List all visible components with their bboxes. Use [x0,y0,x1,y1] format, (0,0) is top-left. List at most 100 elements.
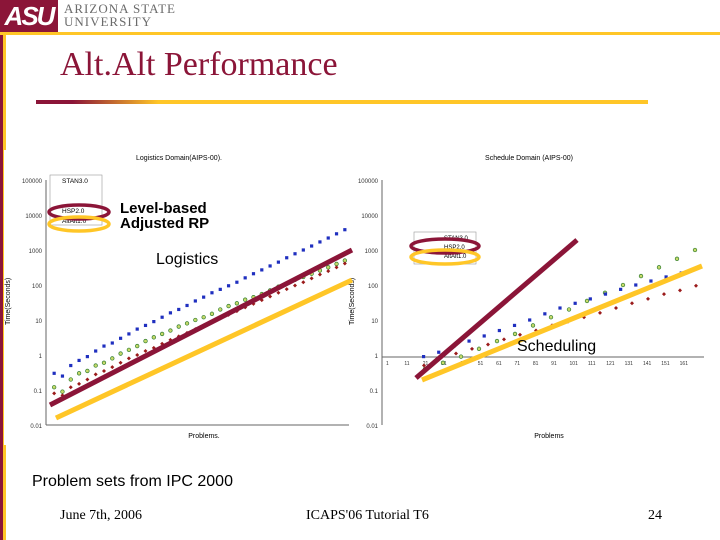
annotation-logistics: Logistics [156,251,218,268]
data-point-altalt10 [284,287,289,292]
data-point-altalt10 [309,276,314,281]
problem-sets-caption: Problem sets from IPC 2000 [32,473,233,490]
data-point-hsp20 [218,287,222,291]
data-point-altalt10 [77,381,82,386]
logistics-y-tick: 1000 [29,249,43,255]
footer-event: ICAPS'06 Tutorial T6 [306,508,429,523]
data-point-altalt10 [422,363,426,368]
data-point-altalt10 [614,306,618,311]
legend-label: HSP2.0 [444,245,465,251]
data-point-hsp20 [310,244,314,248]
data-point-altalt10 [135,353,140,357]
data-point-hsp20 [127,332,131,336]
data-point-hsp20 [110,341,114,345]
schedule-x-tick: 161 [680,361,689,367]
schedule-x-tick: 91 [551,361,557,367]
slide-number: 24 [648,508,662,523]
data-point-hsp20 [235,280,239,284]
legend-label: STAN3.0 [62,178,88,185]
legend-label: AltAlt1.0 [444,254,467,260]
data-point-hsp20 [497,328,501,333]
annotation-level-based: Level-based [120,200,207,217]
data-point-hsp20 [69,363,73,368]
data-point-stan30 [548,315,554,320]
schedule-x-tick: 131 [625,361,634,367]
slide-title: Alt.Alt Performance [60,46,338,83]
legend-label: AltAlt1.0 [62,218,87,225]
data-point-hsp20 [437,350,441,354]
schedule-x-tick: 21 [423,361,429,367]
schedule-y-label: Time(Seconds) [349,278,356,325]
logistics-legend: STAN3.0 HSP2.0 AltAlt1.0 [47,174,111,233]
data-point-hsp20 [52,371,56,375]
data-point-hsp20 [293,252,297,256]
schedule-x-tick: 151 [661,361,670,367]
data-point-altalt10 [518,332,522,337]
left-accent-stripe [0,35,7,540]
annotation-scheduling: Scheduling [517,338,596,355]
schedule-x-tick: 111 [588,361,596,367]
data-point-hsp20 [118,336,123,340]
data-point-altalt10 [143,349,148,354]
data-point-altalt10 [486,342,490,347]
asu-logo-text: ASU [4,0,56,31]
data-point-hsp20 [102,344,106,348]
data-point-stan30 [620,282,626,288]
logistics-y-tick: 100000 [22,179,43,185]
data-point-hsp20 [143,323,148,328]
schedule-legend: STAN3.0 HSP2.0 AltAlt1.0 [409,231,481,266]
data-point-hsp20 [318,240,322,244]
schedule-y-tick: 1 [375,354,379,360]
footer-date: June 7th, 2006 [60,508,143,523]
schedule-x-label: Problems [534,433,564,440]
data-point-hsp20 [260,268,264,272]
data-point-stan30 [674,256,680,261]
data-point-hsp20 [664,275,668,279]
data-point-altalt10 [68,385,73,390]
data-point-altalt10 [470,346,474,351]
data-point-stan30 [458,354,464,359]
data-point-altalt10 [317,272,322,277]
header-bar: ASU Arizona State University [0,0,720,32]
data-point-stan30 [638,273,644,279]
hsp-legend-highlight [409,237,481,255]
schedule-x-tick: 141 [643,361,652,367]
data-point-altalt10 [268,294,273,299]
data-point-stan30 [126,347,132,353]
data-point-stan30 [326,265,331,270]
schedule-chart-title: Schedule Domain (AIPS-00) [485,155,573,162]
data-point-altalt10 [334,265,339,270]
schedule-y-tick: 100 [368,284,379,290]
logistics-y-tick: 10000 [25,214,42,220]
data-point-hsp20 [467,339,471,343]
data-point-hsp20 [185,303,189,308]
data-point-hsp20 [343,228,347,232]
data-point-stan30 [226,303,231,309]
university-name: Arizona State University [64,2,176,28]
charts-svg: Logistics Domain(AIPS-00). Schedule Doma… [4,150,704,445]
data-point-hsp20 [94,349,98,353]
university-line-1: Arizona State [64,1,176,16]
data-point-altalt10 [582,315,586,320]
data-point-hsp20 [85,355,89,359]
data-point-stan30 [494,338,500,344]
data-point-stan30 [110,356,115,361]
data-point-stan30 [193,317,198,323]
logistics-y-tick: 0.01 [30,424,42,430]
data-point-hsp20 [558,306,562,310]
data-point-altalt10 [101,368,106,373]
data-point-hsp20 [193,299,197,303]
schedule-y-tick: 10 [371,319,378,325]
schedule-y-tick: 0.01 [366,424,378,430]
data-point-altalt10 [168,337,173,342]
logistics-hsp-trend [48,247,354,408]
data-point-hsp20 [588,297,592,301]
data-point-altalt10 [454,351,458,356]
data-point-altalt10 [598,310,602,315]
data-point-altalt10 [534,328,538,333]
data-point-hsp20 [177,307,181,312]
data-point-hsp20 [160,315,164,319]
logistics-y-tick: 10 [35,319,42,325]
data-point-hsp20 [135,327,139,331]
altalt-legend-highlight [409,248,481,266]
